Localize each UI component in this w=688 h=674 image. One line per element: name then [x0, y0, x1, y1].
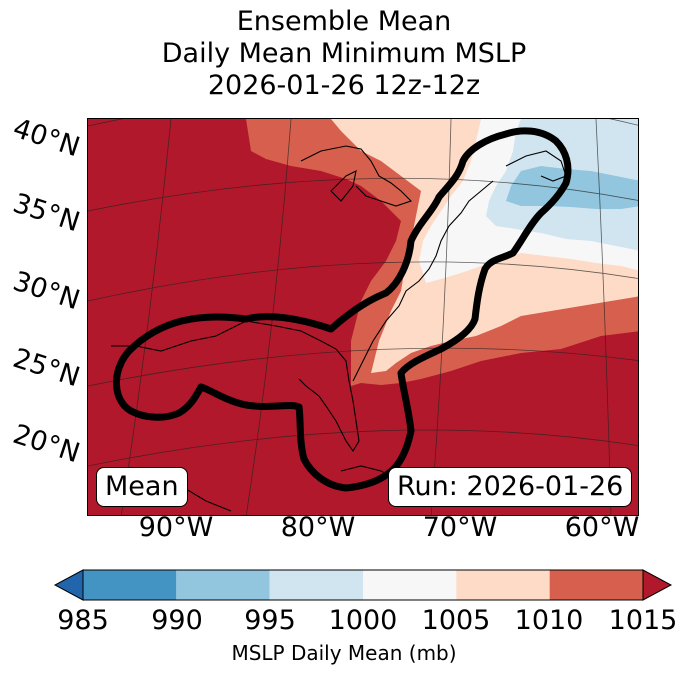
- colorbar-segment-1000: [363, 570, 457, 600]
- meridian-70w: [430, 119, 452, 515]
- parallel-30n: [88, 261, 638, 302]
- colorbar-tick-990: 990: [151, 605, 203, 636]
- meridian-90w: [120, 119, 172, 515]
- lat-label-30n: 30°N: [9, 265, 84, 317]
- lon-label-90w: 90°W: [138, 512, 214, 543]
- lake-michigan: [330, 170, 357, 202]
- title-line-2: Daily Mean Minimum MSLP: [161, 38, 527, 69]
- colorbar-tick-1015: 1015: [608, 605, 678, 636]
- colorbar-tick-995: 995: [244, 605, 296, 636]
- colorbar-segment-995: [269, 570, 363, 600]
- lon-label-70w: 70°W: [422, 512, 498, 543]
- gulf-coast: [111, 320, 360, 453]
- colorbar-tick-985: 985: [57, 605, 109, 636]
- lat-label-35n: 35°N: [9, 187, 84, 239]
- title-line-3: 2026-01-26 12z-12z: [207, 70, 481, 101]
- parallel-20n: [88, 429, 638, 467]
- colorbar-tick-1000: 1000: [328, 605, 398, 636]
- map-canvas: [88, 119, 638, 515]
- map-panel: [87, 118, 639, 516]
- colorbar-segment-990: [176, 570, 270, 600]
- colorbar-segment-1010: [549, 570, 643, 600]
- lon-label-80w: 80°W: [280, 512, 356, 543]
- colorbar: [53, 569, 673, 601]
- colorbar-segment-985: [83, 570, 177, 600]
- great-lakes-outline: [300, 145, 413, 207]
- lat-label-25n: 25°N: [9, 342, 84, 394]
- colorbar-label: MSLP Daily Mean (mb): [231, 641, 457, 665]
- pressure-band-985-990: [506, 166, 638, 209]
- lat-label-40n: 40°N: [9, 112, 84, 164]
- colorbar-extend-low: [53, 569, 84, 601]
- colorbar-outline: [82, 569, 644, 601]
- parallel-35n: [88, 177, 638, 212]
- title-line-1: Ensemble Mean: [236, 6, 452, 37]
- colorbar-segment-1005: [456, 570, 550, 600]
- colorbar-tick-1005: 1005: [421, 605, 491, 636]
- lon-label-60w: 60°W: [564, 512, 640, 543]
- parallel-25n: [88, 347, 638, 387]
- lat-label-20n: 20°N: [9, 418, 84, 470]
- pressure-band-inner-light: [561, 119, 613, 163]
- colorbar-extend-high: [642, 569, 673, 601]
- mean-label-box: Mean: [96, 467, 188, 507]
- atlantic-coast: [352, 180, 494, 382]
- run-date-box: Run: 2026-01-26: [388, 467, 633, 507]
- colorbar-tick-1010: 1010: [514, 605, 584, 636]
- maritimes-coast: [505, 150, 567, 182]
- ensemble-contour: [113, 127, 572, 492]
- meridian-60w: [595, 119, 612, 515]
